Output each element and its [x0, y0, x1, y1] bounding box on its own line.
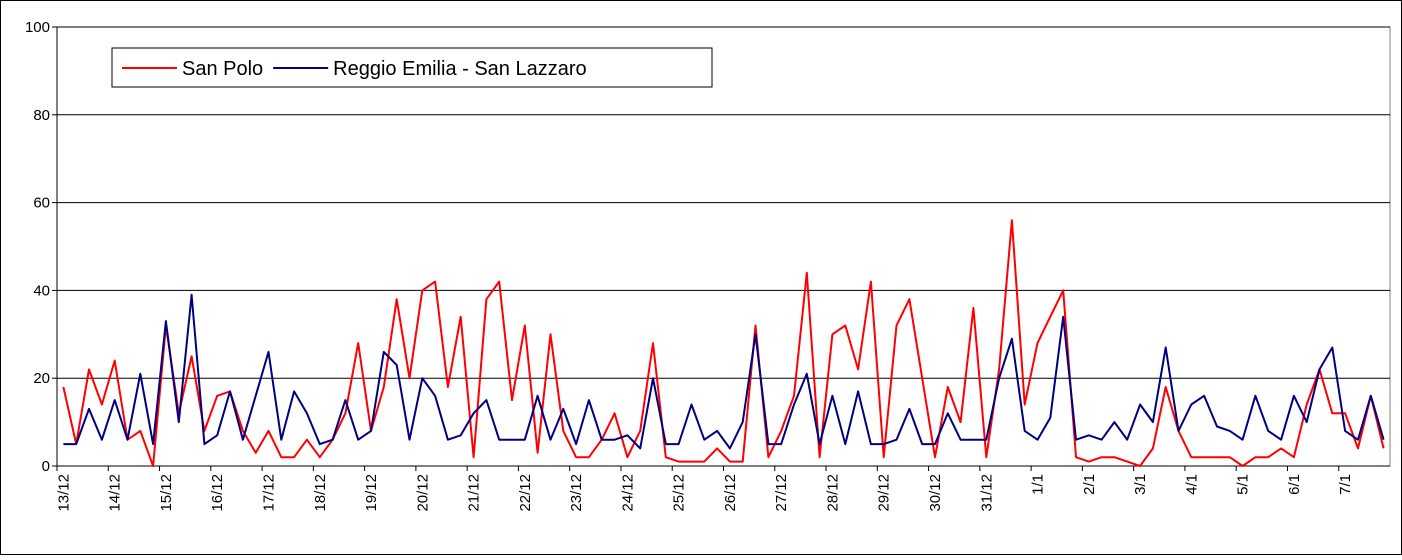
x-tick-label: 6/1: [1286, 474, 1303, 495]
x-tick-label: 5/1: [1235, 474, 1252, 495]
x-tick-label: 17/12: [260, 474, 277, 512]
x-tick-label: 18/12: [312, 474, 329, 512]
x-tick-label: 26/12: [722, 474, 739, 512]
x-tick-label: 14/12: [107, 474, 124, 512]
x-tick-label: 1/1: [1030, 474, 1047, 495]
x-tick-label: 2/1: [1081, 474, 1098, 495]
y-tick-label: 0: [42, 458, 50, 475]
x-tick-label: 20/12: [414, 474, 431, 512]
y-tick-label: 20: [33, 370, 50, 387]
x-tick-label: 21/12: [466, 474, 483, 512]
x-tick-label: 29/12: [876, 474, 893, 512]
x-tick-label: 15/12: [158, 474, 175, 512]
x-tick-label: 13/12: [55, 474, 72, 512]
x-tick-label: 27/12: [773, 474, 790, 512]
x-tick-label: 3/1: [1132, 474, 1149, 495]
x-tick-label: 22/12: [517, 474, 534, 512]
x-tick-label: 30/12: [927, 474, 944, 512]
series-line: [63, 293, 1385, 450]
y-tick-label: 100: [25, 19, 50, 36]
x-tick-label: 24/12: [619, 474, 636, 512]
plot-area: [56, 26, 1391, 467]
legend-label: San Polo: [182, 58, 263, 80]
x-tick-label: 7/1: [1337, 474, 1354, 495]
x-tick-label: 23/12: [568, 474, 585, 512]
y-tick-label: 60: [33, 195, 50, 212]
x-tick-label: 16/12: [209, 474, 226, 512]
x-tick-label: 28/12: [824, 474, 841, 512]
y-tick-label: 80: [33, 107, 50, 124]
x-tick-label: 31/12: [978, 474, 995, 512]
x-tick-label: 4/1: [1183, 474, 1200, 495]
y-tick-label: 40: [33, 282, 50, 299]
legend-box: [111, 47, 713, 88]
legend-label: Reggio Emilia - San Lazzaro: [333, 58, 586, 80]
x-tick-label: 25/12: [671, 474, 688, 512]
series-line: [62, 219, 1385, 467]
x-tick-label: 19/12: [363, 474, 380, 512]
